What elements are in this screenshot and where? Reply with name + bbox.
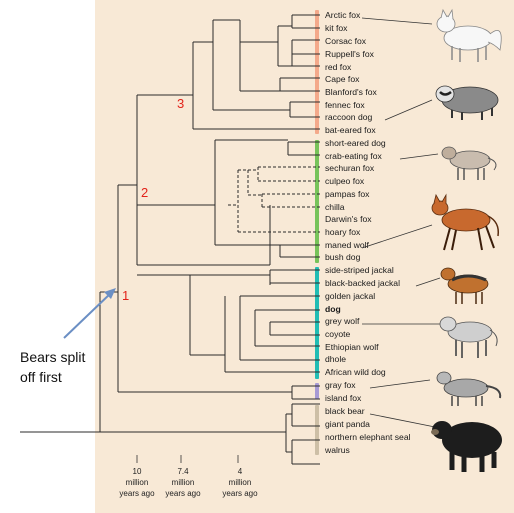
black-bear-icon [431,421,502,472]
jackal-branch [137,269,320,355]
taxon-label: chilla [325,202,345,212]
taxon-label: dhole [325,354,346,364]
taxon-label: Ruppell's fox [325,49,375,59]
taxon-label: bush dog [325,252,361,262]
taxon-label: Cape fox [325,74,360,84]
taxon-label: maned wolf [325,240,370,250]
time-tick-suffix: years ago [222,489,258,498]
taxon-label: African wild dog [325,367,386,377]
grey-wolf-icon [439,316,498,358]
taxon-label: bat-eared fox [325,125,376,135]
south-american-clade [137,139,320,265]
bears-outgroup-branch [20,292,320,465]
taxon-label: sechuran fox [325,163,375,173]
taxon-label: kit fox [325,23,348,33]
taxon-label: golden jackal [325,291,375,301]
maned-wolf-branch [215,244,320,258]
taxon-label: short-eared dog [325,138,386,148]
annotation-line-1: Bears split [20,349,85,365]
taxon-label: side-striped jackal [325,265,394,275]
taxon-label: Arctic fox [325,10,361,20]
taxon-label: fennec fox [325,100,365,110]
vulpes-core [213,14,320,67]
clade-bar-outgroup [315,405,319,455]
taxon-label: crab-eating fox [325,151,383,161]
node-marker-2: 2 [141,185,148,200]
node-2-branch [118,95,270,266]
time-tick-value: 10 [133,467,142,476]
arctic-fox-icon [436,8,502,62]
raccoon-dog-icon [435,85,499,120]
taxon-label: walrus [324,445,350,455]
taxon-label-highlight: dog [325,304,341,314]
time-tick-unit: million [126,478,149,487]
time-tick-value: 7.4 [177,467,189,476]
clade-bar-wolf-like [315,267,319,379]
taxon-label: giant panda [325,419,370,429]
cape-fox-branch [239,20,320,92]
taxon-label: black bear [325,406,365,416]
time-tick-suffix: years ago [119,489,155,498]
taxon-label: hoary fox [325,227,361,237]
node-marker-3: 3 [177,96,184,111]
taxon-label: grey wolf [325,316,360,326]
taxon-label: black-backed jackal [325,278,400,288]
taxon-label: raccoon dog [325,112,373,122]
annotation-arrow [63,288,116,339]
taxon-label: gray fox [325,380,356,390]
node-marker-1: 1 [122,288,129,303]
clade-bar-vulpes [315,10,319,134]
taxon-label: Corsac fox [325,36,367,46]
black-backed-jackal-icon [440,267,489,304]
illustration-leaders [361,17,441,429]
fennec-branch [193,20,320,118]
time-tick-value: 4 [238,467,243,476]
taxon-label: red fox [325,62,352,72]
south-american-dashed [228,166,320,233]
wolf-like-clade [190,295,320,373]
vulpes-outer [137,42,320,130]
maned-wolf-icon [431,193,500,251]
time-tick-unit: million [172,478,195,487]
gray-fox-icon [436,371,502,406]
taxon-label: culpeo fox [325,176,365,186]
taxon-label: coyote [325,329,351,339]
time-tick-unit: million [229,478,252,487]
clade-bar-urocyon [315,383,319,399]
phylogenetic-tree [20,14,320,465]
taxon-label: Blanford's fox [325,87,378,97]
taxon-label: pampas fox [325,189,370,199]
taxon-label: northern elephant seal [325,432,411,442]
taxon-label: Darwin's fox [325,214,372,224]
taxa-labels: Arctic fox kit fox Corsac fox Ruppell's … [324,10,411,455]
time-tick-suffix: years ago [165,489,201,498]
taxon-label: island fox [325,393,362,403]
annotation-line-2: off first [20,369,62,385]
crab-eating-fox-icon [441,146,497,180]
taxon-label: Ethiopian wolf [325,342,379,352]
time-axis: 10 million years ago 7.4 million years a… [119,455,258,498]
